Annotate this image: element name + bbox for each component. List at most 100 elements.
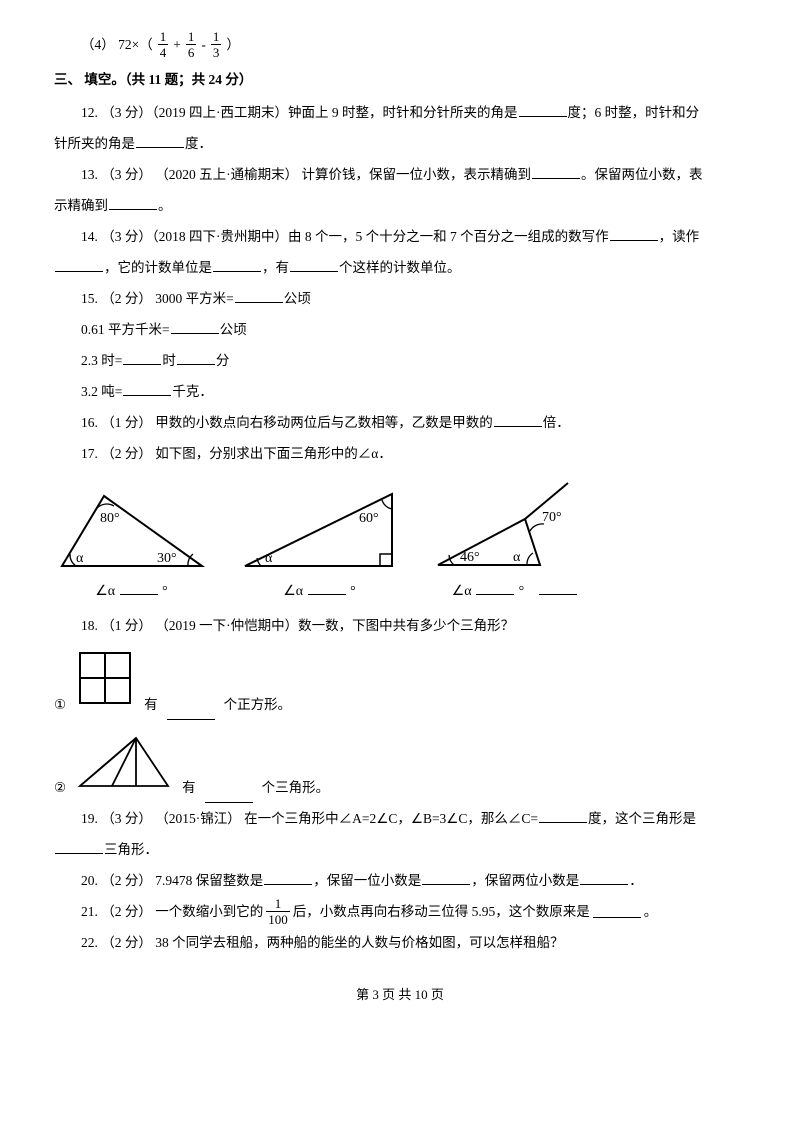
question-17: 17. （2 分） 如下图，分别求出下面三角形中的∠α． <box>54 438 746 469</box>
blank[interactable] <box>593 905 641 919</box>
question-14-line2: ，它的计数单位是 ，有 个这样的计数单位。 <box>54 252 746 283</box>
q13-text-c: 示精确到 <box>54 198 108 213</box>
question-16: 16. （1 分） 甲数的小数点向右移动两位后与乙数相等，乙数是甲数的 倍． <box>54 407 746 438</box>
blank[interactable] <box>422 871 470 885</box>
triangle-2-label: ∠α ° <box>283 581 356 603</box>
eq-label: （4） 72×（ <box>81 30 153 60</box>
q12-text-a: 12. （3 分）（2019 四上·西工期末）钟面上 9 时整，时针和分针所夹的… <box>81 105 518 120</box>
q20-text-d: ． <box>629 873 643 888</box>
q15-text-h: 3.2 吨= <box>81 384 122 399</box>
blank[interactable] <box>120 581 158 595</box>
blank[interactable] <box>290 258 338 272</box>
q18-text-b3: 个正方形。 <box>224 689 292 720</box>
q14-text-c: ，它的计数单位是 <box>104 260 212 275</box>
q18-text-a: 18. （1 分） （2019 一下·仲恺期中）数一数，下图中共有多少个三角形？ <box>81 618 514 633</box>
triangle-1-svg: 80° α 30° <box>54 484 209 579</box>
blank[interactable] <box>213 258 261 272</box>
fraction-1-4: 14 <box>158 30 169 59</box>
q14-text-b: ，读作 <box>659 229 700 244</box>
q19-text-b: 度，这个三角形是 <box>588 811 696 826</box>
svg-text:α: α <box>265 551 273 566</box>
q17-text-a: 17. （2 分） 如下图，分别求出下面三角形中的∠α． <box>81 446 392 461</box>
blank[interactable] <box>123 352 161 366</box>
svg-text:60°: 60° <box>359 511 379 526</box>
blank[interactable] <box>109 196 157 210</box>
question-12-line2: 针所夹的角是 度． <box>54 128 746 159</box>
blank[interactable] <box>171 321 219 335</box>
blank[interactable] <box>539 581 577 595</box>
blank[interactable] <box>610 227 658 241</box>
blank[interactable] <box>308 581 346 595</box>
question-15-line2: 0.61 平方千米=公顷 <box>54 314 746 345</box>
blank[interactable] <box>494 414 542 428</box>
question-19-line2: 三角形． <box>54 834 746 865</box>
blank[interactable] <box>532 165 580 179</box>
q18-text-c3: 个三角形。 <box>262 772 330 803</box>
triangle-2: 60° α ∠α ° <box>237 484 402 603</box>
question-12-line1: 12. （3 分）（2019 四上·西工期末）钟面上 9 时整，时针和分针所夹的… <box>54 97 746 128</box>
svg-text:70°: 70° <box>542 510 562 525</box>
q14-text-e: 个这样的计数单位。 <box>339 260 461 275</box>
q13-text-d: 。 <box>158 198 172 213</box>
q21-text-a: 21. （2 分） 一个数缩小到它的 <box>81 896 263 927</box>
q12-text-d: 度． <box>185 136 212 151</box>
q18-num-2: ② <box>54 772 66 803</box>
q16-text-a: 16. （1 分） 甲数的小数点向右移动两位后与乙数相等，乙数是甲数的 <box>81 415 493 430</box>
plus-sign: + <box>173 30 181 60</box>
q20-text-a: 20. （2 分） 7.9478 保留整数是 <box>81 873 263 888</box>
question-13-line2: 示精确到 。 <box>54 190 746 221</box>
q15-text-g: 分 <box>216 353 230 368</box>
q18-text-b2: 有 <box>144 689 158 720</box>
q12-text-b: 度；6 时整，时针和分 <box>568 105 700 120</box>
question-15-line4: 3.2 吨=千克． <box>54 376 746 407</box>
q19-text-c: 三角形． <box>104 842 158 857</box>
q19-text-a: 19. （3 分） （2015·锦江） 在一个三角形中∠A=2∠C，∠B=3∠C… <box>81 811 538 826</box>
q15-text-a: 15. （2 分） 3000 平方米= <box>81 291 234 306</box>
q13-text-b: 。保留两位小数，表 <box>581 167 703 182</box>
q22-text-a: 22. （2 分） 38 个同学去租船，两种船的能坐的人数与价格如图，可以怎样租… <box>81 935 564 950</box>
triangle-2-svg: 60° α <box>237 484 402 579</box>
question-14-line1: 14. （3 分）（2018 四下·贵州期中）由 8 个一，5 个十分之一和 7… <box>54 221 746 252</box>
question-19-line1: 19. （3 分） （2015·锦江） 在一个三角形中∠A=2∠C，∠B=3∠C… <box>54 803 746 834</box>
fraction-1-3: 13 <box>211 30 222 59</box>
minus-sign: - <box>201 30 206 60</box>
q16-text-b: 倍． <box>543 415 570 430</box>
blank[interactable] <box>177 352 215 366</box>
fan-triangle-icon <box>74 730 174 803</box>
question-21: 21. （2 分） 一个数缩小到它的 1100 后，小数点再向右移动三位得 5.… <box>54 896 746 927</box>
q21-text-b: 后，小数点再向右移动三位得 5.95，这个数原来是 <box>293 896 590 927</box>
blank[interactable] <box>264 871 312 885</box>
blank[interactable] <box>476 581 514 595</box>
blank[interactable] <box>580 871 628 885</box>
q12-text-c: 针所夹的角是 <box>54 136 135 151</box>
blank[interactable] <box>123 383 171 397</box>
q14-text-d: ，有 <box>262 260 289 275</box>
question-20: 20. （2 分） 7.9478 保留整数是，保留一位小数是，保留两位小数是． <box>54 865 746 896</box>
triangle-3-label: ∠α ° <box>452 581 579 603</box>
blank[interactable] <box>55 258 103 272</box>
question-18: 18. （1 分） （2019 一下·仲恺期中）数一数，下图中共有多少个三角形？ <box>54 610 746 641</box>
svg-text:α: α <box>76 551 84 566</box>
blank[interactable] <box>136 134 184 148</box>
q20-text-c: ，保留两位小数是 <box>471 873 579 888</box>
q18-num-1: ① <box>54 689 66 720</box>
close-paren: ） <box>226 30 240 60</box>
question-22: 22. （2 分） 38 个同学去租船，两种船的能坐的人数与价格如图，可以怎样租… <box>54 927 746 958</box>
blank[interactable] <box>205 789 253 803</box>
equation-4: （4） 72×（ 14 + 16 - 13 ） <box>54 30 746 60</box>
blank[interactable] <box>55 840 103 854</box>
q15-text-f: 时 <box>162 353 176 368</box>
blank[interactable] <box>235 290 283 304</box>
blank[interactable] <box>167 706 215 720</box>
triangle-1-label: ∠α ° <box>95 581 168 603</box>
q14-text-a: 14. （3 分）（2018 四下·贵州期中）由 8 个一，5 个十分之一和 7… <box>81 229 609 244</box>
q13-text-a: 13. （3 分） （2020 五上·通榆期末） 计算价钱，保留一位小数，表示精… <box>81 167 531 182</box>
question-15-line1: 15. （2 分） 3000 平方米=公顷 <box>54 283 746 314</box>
svg-text:80°: 80° <box>100 511 120 526</box>
blank[interactable] <box>539 809 587 823</box>
triangle-3-svg: 70° 46° α <box>430 479 600 579</box>
svg-text:α: α <box>513 550 521 565</box>
svg-text:30°: 30° <box>157 551 177 566</box>
blank[interactable] <box>519 103 567 117</box>
q18-text-c2: 有 <box>182 772 196 803</box>
